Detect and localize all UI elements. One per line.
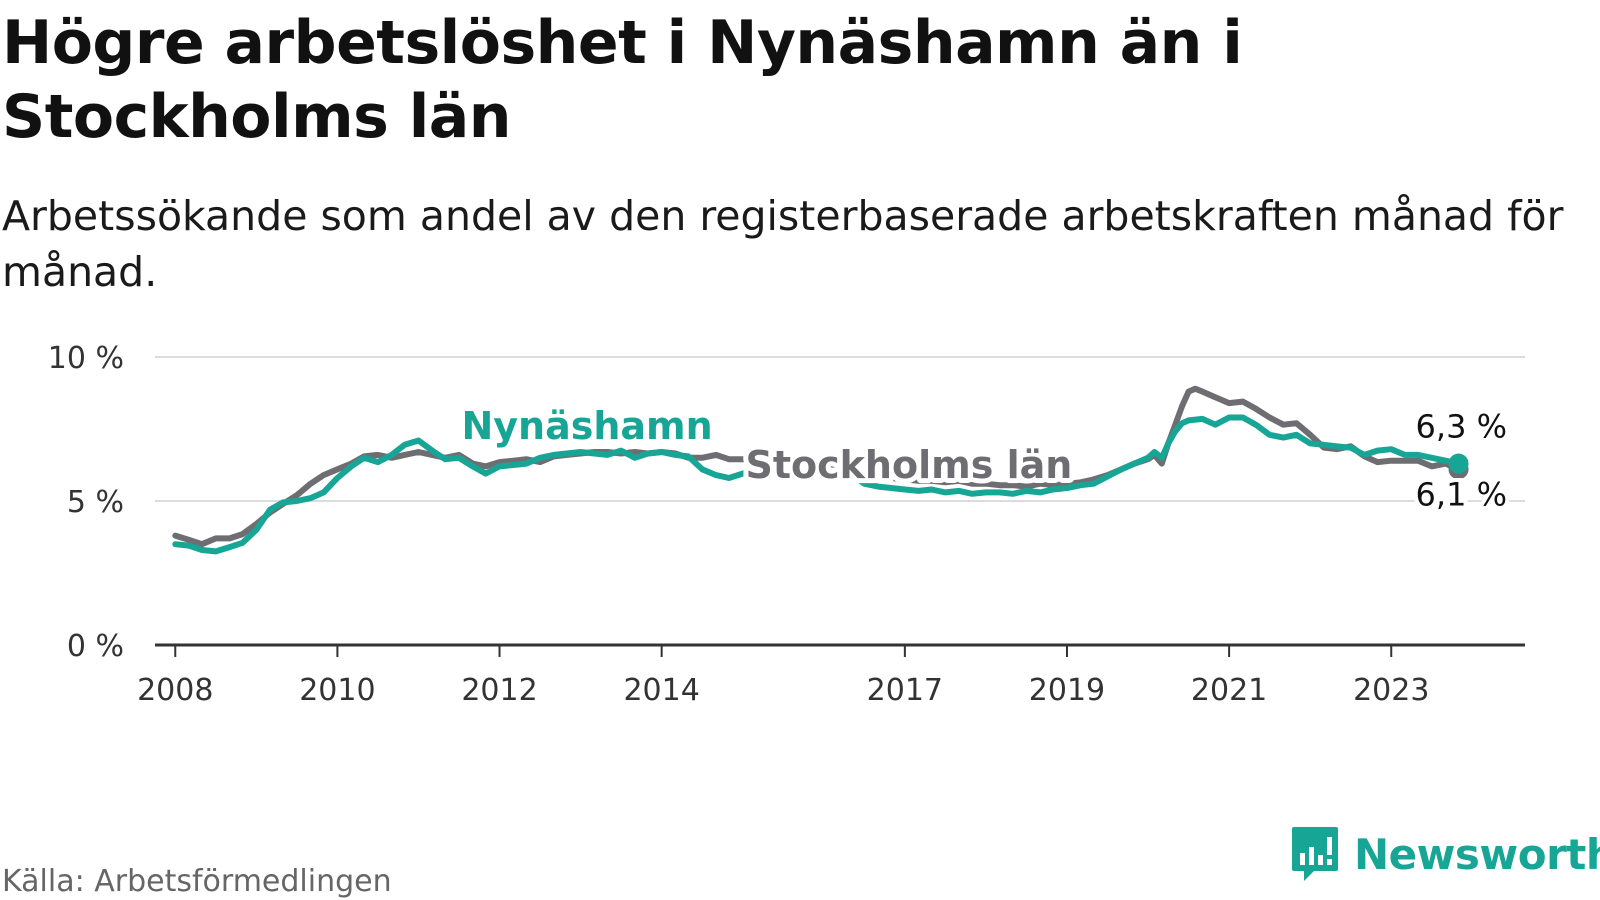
tick-layer: 0 % 5 % 10 % 2008 2010 2012 2014 2017 2019 2021 20… bbox=[48, 341, 1430, 708]
y-tick-label: 10 % bbox=[48, 341, 124, 376]
label-layer: Nynäshamn Stockholms län 6,3 % 6,1 % bbox=[456, 399, 1511, 517]
x-tick-label: 2023 bbox=[1353, 673, 1429, 708]
end-value-label-nynashamn: 6,3 % bbox=[1416, 408, 1507, 446]
series-label-stockholms-lan: Stockholms län bbox=[746, 443, 1073, 487]
chart-area: 0 % 5 % 10 % 2008 2010 2012 2014 2017 2019 2021 20… bbox=[48, 341, 1525, 708]
series-layer bbox=[172, 385, 1469, 555]
series-label-nynashamn: Nynäshamn bbox=[461, 404, 712, 448]
brand-name: Newsworthy bbox=[1354, 829, 1600, 879]
series-line-stockholms-lan bbox=[172, 385, 1462, 548]
newsworthy-chart-bubble-icon bbox=[1292, 827, 1338, 881]
source-note: Källa: Arbetsförmedlingen bbox=[2, 864, 392, 899]
x-tick-label: 2019 bbox=[1029, 673, 1105, 708]
end-value-label-stockholms-lan: 6,1 % bbox=[1416, 475, 1507, 513]
y-tick-label: 5 % bbox=[67, 485, 124, 520]
x-tick-label: 2010 bbox=[299, 673, 375, 708]
x-tick-label: 2017 bbox=[867, 673, 943, 708]
grid-layer bbox=[155, 356, 1525, 647]
x-tick-label: 2008 bbox=[137, 673, 213, 708]
end-marker-nynashamn bbox=[1448, 453, 1469, 474]
brand-logo: Newsworthy bbox=[1290, 826, 1600, 882]
x-tick-label: 2012 bbox=[461, 673, 537, 708]
chart-subtitle: Arbetssökande som andel av den registerb… bbox=[2, 192, 1564, 296]
series-line-nynashamn bbox=[172, 414, 1462, 555]
x-tick-label: 2021 bbox=[1191, 673, 1267, 708]
x-tick-label: 2014 bbox=[623, 673, 699, 708]
y-tick-label: 0 % bbox=[67, 629, 124, 664]
chart-title: Högre arbetslöshet i Nynäshamn än i Stoc… bbox=[2, 8, 1243, 152]
